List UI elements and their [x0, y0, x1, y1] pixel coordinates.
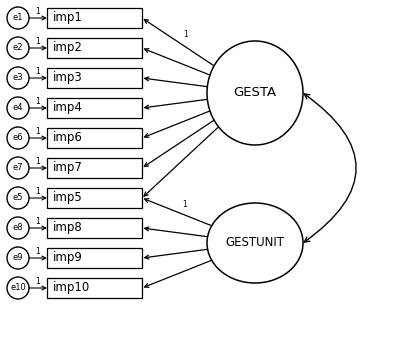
- Text: imp3: imp3: [53, 72, 83, 85]
- Text: e6: e6: [13, 133, 23, 142]
- Text: e7: e7: [13, 163, 23, 172]
- Text: imp6: imp6: [53, 131, 83, 144]
- Text: e9: e9: [13, 254, 23, 262]
- Text: e3: e3: [13, 74, 23, 83]
- Text: e10: e10: [10, 283, 26, 292]
- Text: 1: 1: [182, 200, 187, 209]
- Text: 1: 1: [36, 247, 40, 256]
- Text: e2: e2: [13, 43, 23, 53]
- Text: 1: 1: [36, 186, 40, 195]
- FancyBboxPatch shape: [47, 8, 142, 28]
- FancyBboxPatch shape: [47, 98, 142, 118]
- Text: 1: 1: [183, 30, 188, 39]
- Text: imp1: imp1: [53, 11, 83, 24]
- Text: imp10: imp10: [53, 281, 90, 294]
- Text: e8: e8: [13, 224, 23, 233]
- Text: imp7: imp7: [53, 161, 83, 174]
- FancyBboxPatch shape: [47, 158, 142, 178]
- Text: imp5: imp5: [53, 192, 83, 204]
- FancyBboxPatch shape: [47, 278, 142, 298]
- Text: 1: 1: [36, 7, 40, 15]
- FancyBboxPatch shape: [47, 68, 142, 88]
- FancyBboxPatch shape: [47, 188, 142, 208]
- Text: 1: 1: [36, 97, 40, 106]
- Text: 1: 1: [36, 157, 40, 165]
- Text: imp4: imp4: [53, 101, 83, 115]
- FancyBboxPatch shape: [47, 128, 142, 148]
- FancyArrowPatch shape: [304, 94, 356, 242]
- FancyBboxPatch shape: [47, 218, 142, 238]
- Text: e5: e5: [13, 193, 23, 203]
- Text: GESTUNIT: GESTUNIT: [225, 237, 284, 249]
- Text: 1: 1: [36, 127, 40, 136]
- Text: e4: e4: [13, 104, 23, 112]
- Text: 1: 1: [36, 277, 40, 286]
- FancyBboxPatch shape: [47, 38, 142, 58]
- Text: imp8: imp8: [53, 222, 83, 235]
- Text: 1: 1: [36, 36, 40, 45]
- Text: imp9: imp9: [53, 251, 83, 265]
- Text: 1: 1: [36, 66, 40, 75]
- Text: e1: e1: [13, 13, 23, 22]
- FancyBboxPatch shape: [47, 248, 142, 268]
- Text: imp2: imp2: [53, 42, 83, 54]
- Text: GESTA: GESTA: [233, 86, 277, 99]
- Text: 1: 1: [36, 216, 40, 226]
